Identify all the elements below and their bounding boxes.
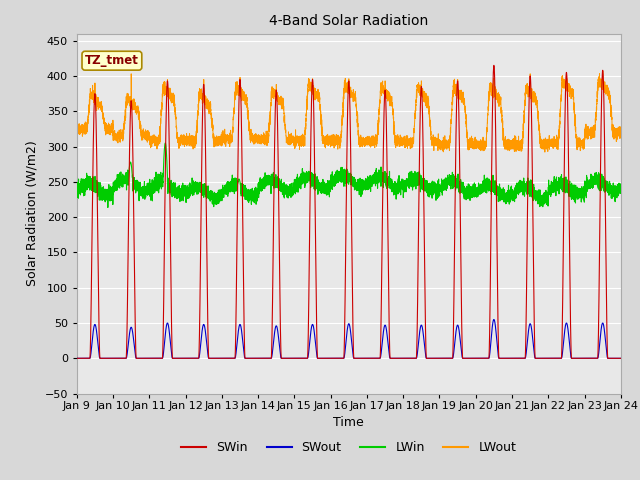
Title: 4-Band Solar Radiation: 4-Band Solar Radiation <box>269 14 428 28</box>
Y-axis label: Solar Radiation (W/m2): Solar Radiation (W/m2) <box>26 141 39 287</box>
Legend: SWin, SWout, LWin, LWout: SWin, SWout, LWin, LWout <box>176 436 522 459</box>
Text: TZ_tmet: TZ_tmet <box>85 54 139 67</box>
X-axis label: Time: Time <box>333 416 364 429</box>
